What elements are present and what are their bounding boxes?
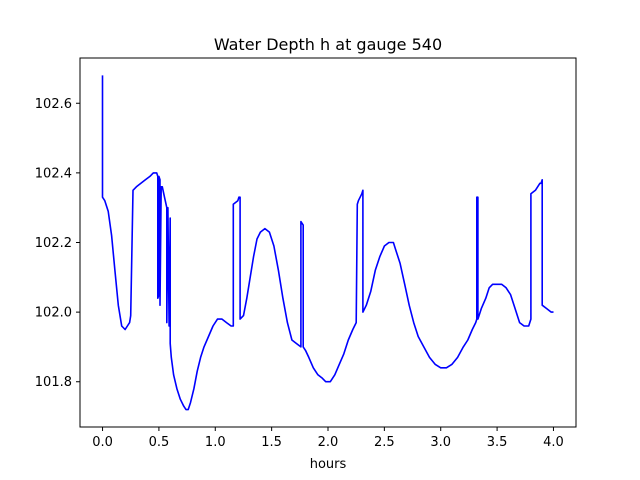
y-tick-label: 101.8 <box>35 375 72 390</box>
x-tick-label: 1.5 <box>261 435 282 450</box>
y-tick-label: 102.6 <box>35 97 72 112</box>
x-axis-label: hours <box>310 457 347 472</box>
x-tick-label: 3.5 <box>487 435 508 450</box>
x-tick-label: 2.5 <box>374 435 395 450</box>
y-axis: 101.8 102.0 102.2 102.4 102.6 <box>35 97 80 390</box>
y-tick-label: 102.4 <box>35 166 72 181</box>
x-tick-label: 0.0 <box>92 435 113 450</box>
x-tick-label: 1.0 <box>205 435 226 450</box>
chart-title: Water Depth h at gauge 540 <box>214 35 442 54</box>
x-tick-label: 0.5 <box>149 435 170 450</box>
y-tick-label: 102.2 <box>35 236 72 251</box>
x-axis: 0.0 0.5 1.0 1.5 2.0 2.5 3.0 3.5 4.0 <box>92 427 564 450</box>
x-tick-label: 4.0 <box>543 435 564 450</box>
x-tick-label: 3.0 <box>430 435 451 450</box>
x-tick-label: 2.0 <box>318 435 339 450</box>
y-tick-label: 102.0 <box>35 306 72 321</box>
series-line-0 <box>101 75 554 411</box>
